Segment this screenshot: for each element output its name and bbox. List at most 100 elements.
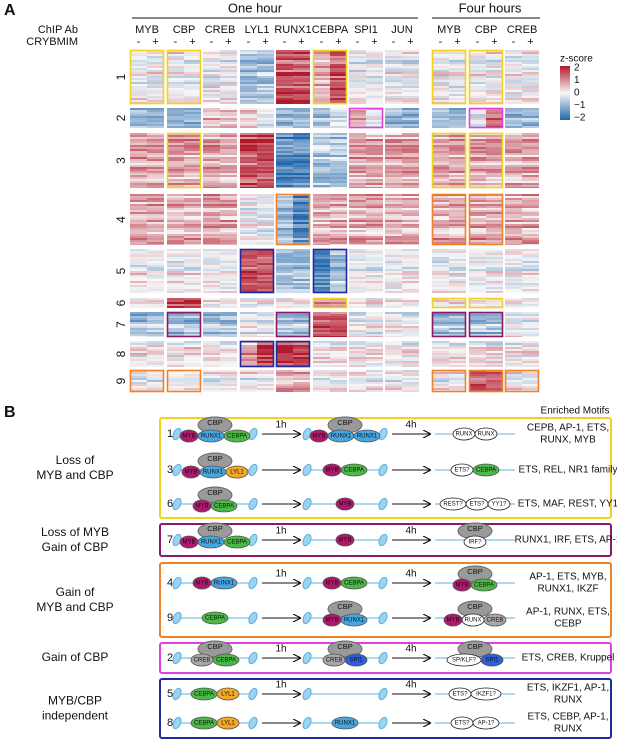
heatmap-cell	[147, 58, 164, 60]
heatmap-cell	[276, 52, 293, 54]
heatmap-cell	[203, 255, 220, 257]
heatmap-cell	[330, 334, 347, 336]
heatmap-cell	[402, 251, 419, 253]
heatmap-cell	[432, 265, 449, 267]
heatmap-cell	[449, 96, 466, 98]
heatmap-cell	[449, 269, 466, 271]
heatmap-cell	[522, 261, 539, 263]
heatmap-cell	[220, 228, 237, 230]
heatmap-cell	[257, 139, 274, 141]
heatmap-cell	[385, 306, 402, 308]
heatmap-cell	[402, 58, 419, 60]
heatmap-cell	[130, 185, 147, 187]
heatmap-cell	[130, 187, 147, 188]
heatmap-cell	[432, 275, 449, 277]
heatmap-cell	[167, 141, 184, 143]
heatmap-cell	[130, 300, 147, 302]
heatmap-cell	[203, 343, 220, 345]
heatmap-cell	[203, 347, 220, 349]
heatmap-cell	[184, 259, 201, 261]
heatmap-cell	[505, 347, 522, 349]
heatmap-cell	[203, 194, 220, 196]
heatmap-cell	[432, 224, 449, 226]
heatmap-cell	[432, 153, 449, 155]
heatmap-cell	[486, 60, 503, 62]
heatmap-cell	[130, 312, 147, 314]
heatmap-cell	[366, 64, 383, 66]
heatmap-cell	[349, 198, 366, 200]
heatmap-cell	[432, 220, 449, 222]
heatmap-cell	[402, 183, 419, 185]
heatmap-cell	[203, 62, 220, 64]
heatmap-cell	[313, 222, 330, 224]
heatmap-cell	[167, 332, 184, 334]
nucleosome	[248, 687, 258, 701]
heatmap-cell	[349, 365, 366, 367]
heatmap-cell	[220, 341, 237, 343]
sign-label: -	[320, 36, 324, 48]
heatmap-cell	[385, 279, 402, 281]
heatmap-cell	[432, 66, 449, 68]
heatmap-cell	[220, 179, 237, 181]
heatmap-cell	[276, 357, 293, 359]
heatmap-cell	[167, 120, 184, 122]
heatmap-cell	[522, 232, 539, 234]
heatmap-cell	[203, 100, 220, 102]
heatmap-cell	[402, 66, 419, 68]
protein-label: ETS?	[452, 692, 468, 698]
heatmap-cell	[522, 126, 539, 128]
heatmap-cell	[184, 64, 201, 66]
heatmap-cell	[522, 386, 539, 388]
heatmap-cell	[257, 359, 274, 361]
heatmap-cell	[505, 204, 522, 206]
heatmap-cell	[469, 120, 486, 122]
heatmap-cell	[349, 68, 366, 70]
heatmap-cell	[257, 253, 274, 255]
heatmap-cell	[402, 336, 419, 337]
heatmap-cell	[147, 114, 164, 116]
heatmap-cell	[522, 330, 539, 332]
heatmap-cell	[522, 76, 539, 78]
heatmap-cell	[432, 151, 449, 153]
heatmap-cell	[293, 386, 310, 388]
heatmap-cell	[276, 370, 293, 372]
heatmap-cell	[366, 300, 383, 302]
heatmap-cell	[505, 50, 522, 52]
heatmap-cell	[130, 380, 147, 382]
heatmap-cell	[469, 240, 486, 242]
heatmap-cell	[240, 78, 257, 80]
heatmap-cell	[366, 92, 383, 94]
heatmap-cell	[184, 281, 201, 283]
heatmap-cell	[330, 302, 347, 304]
protein-label: RUNX1	[203, 470, 224, 476]
heatmap-cell	[505, 216, 522, 218]
heatmap-cell	[147, 330, 164, 332]
heatmap-cell	[522, 322, 539, 324]
heatmap-cell	[147, 380, 164, 382]
heatmap-cell	[257, 173, 274, 175]
heatmap-cell	[486, 64, 503, 66]
heatmap-cell	[167, 163, 184, 165]
protein	[474, 427, 498, 441]
heatmap-cell	[486, 169, 503, 171]
heatmap-cell	[293, 141, 310, 143]
heatmap-cell	[220, 102, 237, 104]
heatmap-cell	[293, 287, 310, 289]
heatmap-cell	[240, 155, 257, 157]
heatmap-cell	[203, 330, 220, 332]
heatmap-cell	[257, 161, 274, 163]
heatmap-cell	[449, 291, 466, 293]
heatmap-cell	[469, 52, 486, 54]
heatmap-cell	[402, 54, 419, 56]
heatmap-cell	[349, 265, 366, 267]
highlight-box	[312, 297, 348, 309]
heatmap-cell	[276, 151, 293, 153]
heatmap-cell	[276, 380, 293, 382]
heatmap-cell	[293, 343, 310, 345]
heatmap-cell	[385, 251, 402, 253]
heatmap-cell	[432, 251, 449, 253]
heatmap-cell	[449, 300, 466, 302]
heatmap-cell	[203, 261, 220, 263]
protein-label: RUNX1	[201, 540, 222, 546]
heatmap-cell	[522, 135, 539, 137]
